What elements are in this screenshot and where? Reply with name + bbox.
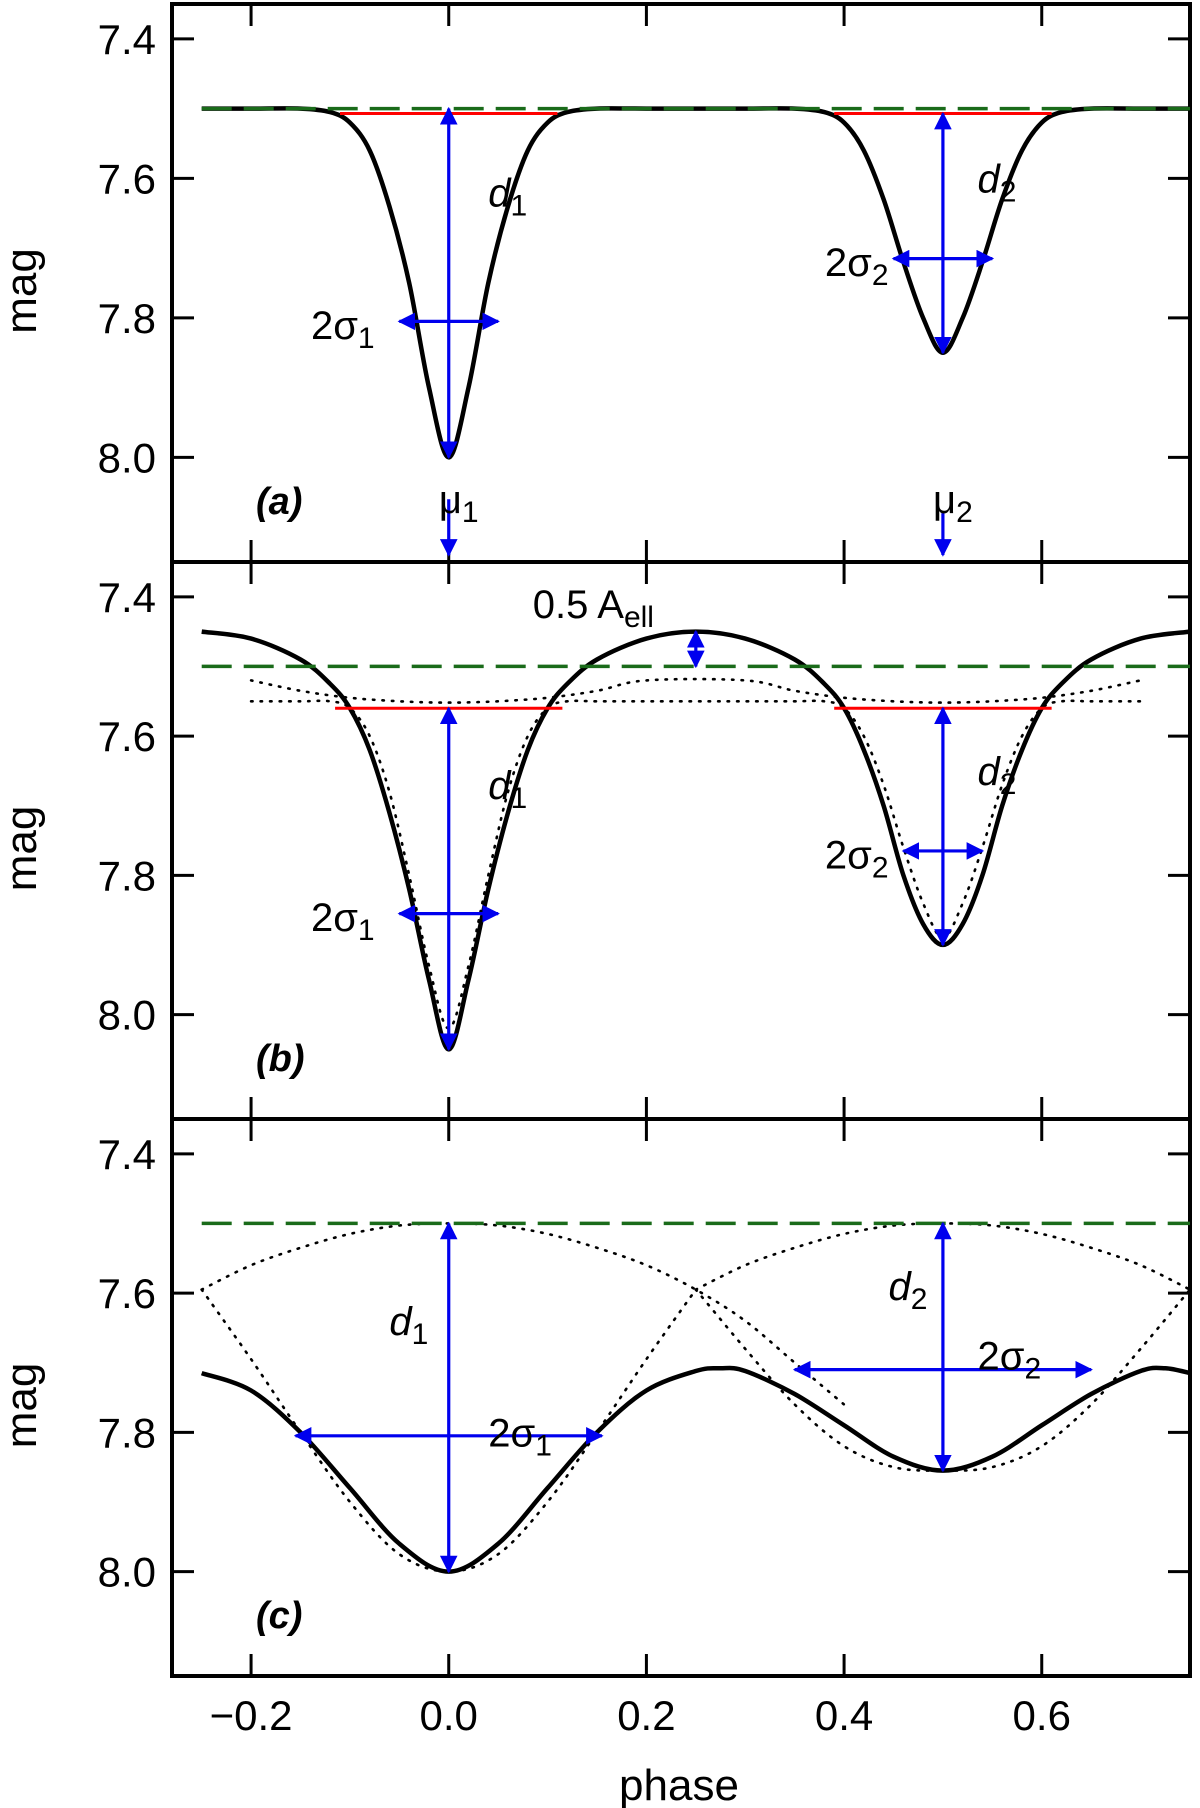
annotation-main: d <box>389 1300 413 1344</box>
annotation-main: d <box>488 764 512 808</box>
x-tick-label: −0.2 <box>210 1692 293 1739</box>
annotation-m2: μ2 <box>933 478 973 529</box>
y-tick-label: 8.0 <box>98 434 156 481</box>
annotation-subscript: 1 <box>358 322 375 355</box>
annotation-subscript: 2 <box>1000 768 1017 801</box>
series-primary-component-outer <box>200 1222 846 1406</box>
y-tick-label: 7.8 <box>98 1409 156 1456</box>
annotation-aell: 0.5 Aell <box>533 583 654 634</box>
annotation-main: 2σ <box>311 304 358 348</box>
panel-label: (c) <box>256 1595 302 1637</box>
annotation-subscript: 2 <box>911 1283 928 1316</box>
annotation-main: 2σ <box>825 833 872 877</box>
annotation-subscript: 1 <box>358 914 375 947</box>
annotation-s1: 2σ1 <box>311 304 375 355</box>
annotation-subscript: 1 <box>535 1429 552 1462</box>
annotation-subscript: 2 <box>872 851 889 884</box>
y-tick-label: 7.4 <box>98 574 156 621</box>
annotation-subscript: 1 <box>511 189 528 222</box>
annotation-subscript: 2 <box>1024 1353 1041 1386</box>
y-tick-label: 7.4 <box>98 16 156 63</box>
y-axis-label: mag <box>0 806 46 892</box>
series-eclipse-only <box>249 699 1142 1030</box>
annotation-main: 0.5 A <box>533 583 625 627</box>
annotation-d2: d2 <box>889 1265 928 1316</box>
y-tick-label: 7.8 <box>98 852 156 899</box>
annotation-subscript: 2 <box>1000 175 1017 208</box>
series-secondary-component <box>694 1288 1192 1472</box>
annotation-s1: 2σ1 <box>311 896 375 947</box>
series-light-curve <box>201 106 1190 460</box>
y-tick-label: 7.6 <box>98 155 156 202</box>
annotation-s2: 2σ2 <box>825 833 889 884</box>
annotation-main: d <box>978 750 1002 794</box>
annotation-d1: d1 <box>488 764 527 815</box>
annotation-s2: 2σ2 <box>978 1335 1042 1386</box>
panel-label: (b) <box>256 1038 305 1080</box>
annotation-main: 2σ <box>825 241 872 285</box>
x-tick-label: 0.4 <box>815 1692 873 1739</box>
annotation-subscript: 1 <box>412 1318 429 1351</box>
y-axis-label: mag <box>0 248 46 334</box>
annotation-main: 2σ <box>488 1411 535 1455</box>
annotation-main: d <box>978 157 1002 201</box>
panel-label: (a) <box>256 481 302 523</box>
x-axis-label: phase <box>619 1761 739 1808</box>
annotation-s2: 2σ2 <box>825 241 889 292</box>
y-tick-label: 7.6 <box>98 1270 156 1317</box>
y-tick-label: 8.0 <box>98 992 156 1039</box>
series-light-curve <box>200 1365 1191 1574</box>
plot-frame <box>170 560 1192 1121</box>
y-tick-label: 7.8 <box>98 295 156 342</box>
annotation-main: μ <box>439 478 462 522</box>
annotation-subscript: 1 <box>511 782 528 815</box>
annotation-d2: d2 <box>978 157 1017 208</box>
annotation-main: d <box>889 1265 913 1309</box>
x-tick-label: 0.2 <box>617 1692 675 1739</box>
y-tick-label: 8.0 <box>98 1549 156 1596</box>
series-ellipsoidal-shape <box>249 677 1142 704</box>
annotation-s1: 2σ1 <box>488 1411 552 1462</box>
annotation-d2: d2 <box>978 750 1017 801</box>
annotation-main: d <box>488 171 512 215</box>
annotation-main: 2σ <box>978 1335 1025 1379</box>
annotation-subscript: ell <box>624 601 654 634</box>
annotation-m1: μ1 <box>439 478 479 529</box>
annotation-subscript: 1 <box>462 496 479 529</box>
annotation-d1: d1 <box>488 171 527 222</box>
y-tick-label: 7.4 <box>98 1131 156 1178</box>
x-tick-label: 0.0 <box>420 1692 478 1739</box>
plot-frame <box>170 1117 1192 1678</box>
series-light-curve <box>201 629 1191 1052</box>
x-tick-label: 0.6 <box>1013 1692 1071 1739</box>
annotation-d1: d1 <box>389 1300 428 1351</box>
annotation-subscript: 2 <box>872 259 889 292</box>
plot-frame <box>170 2 1192 564</box>
panel-2: 7.4 7.6 7.8 8.0 −0.2 0.0 0.2 0.4 0.6 phase mag (c) d… <box>0 1117 1192 1808</box>
y-axis-label: mag <box>0 1363 46 1449</box>
annotation-main: 2σ <box>311 896 358 940</box>
annotation-subscript: 2 <box>956 496 973 529</box>
y-tick-label: 7.6 <box>98 713 156 760</box>
annotation-main: μ <box>933 478 956 522</box>
